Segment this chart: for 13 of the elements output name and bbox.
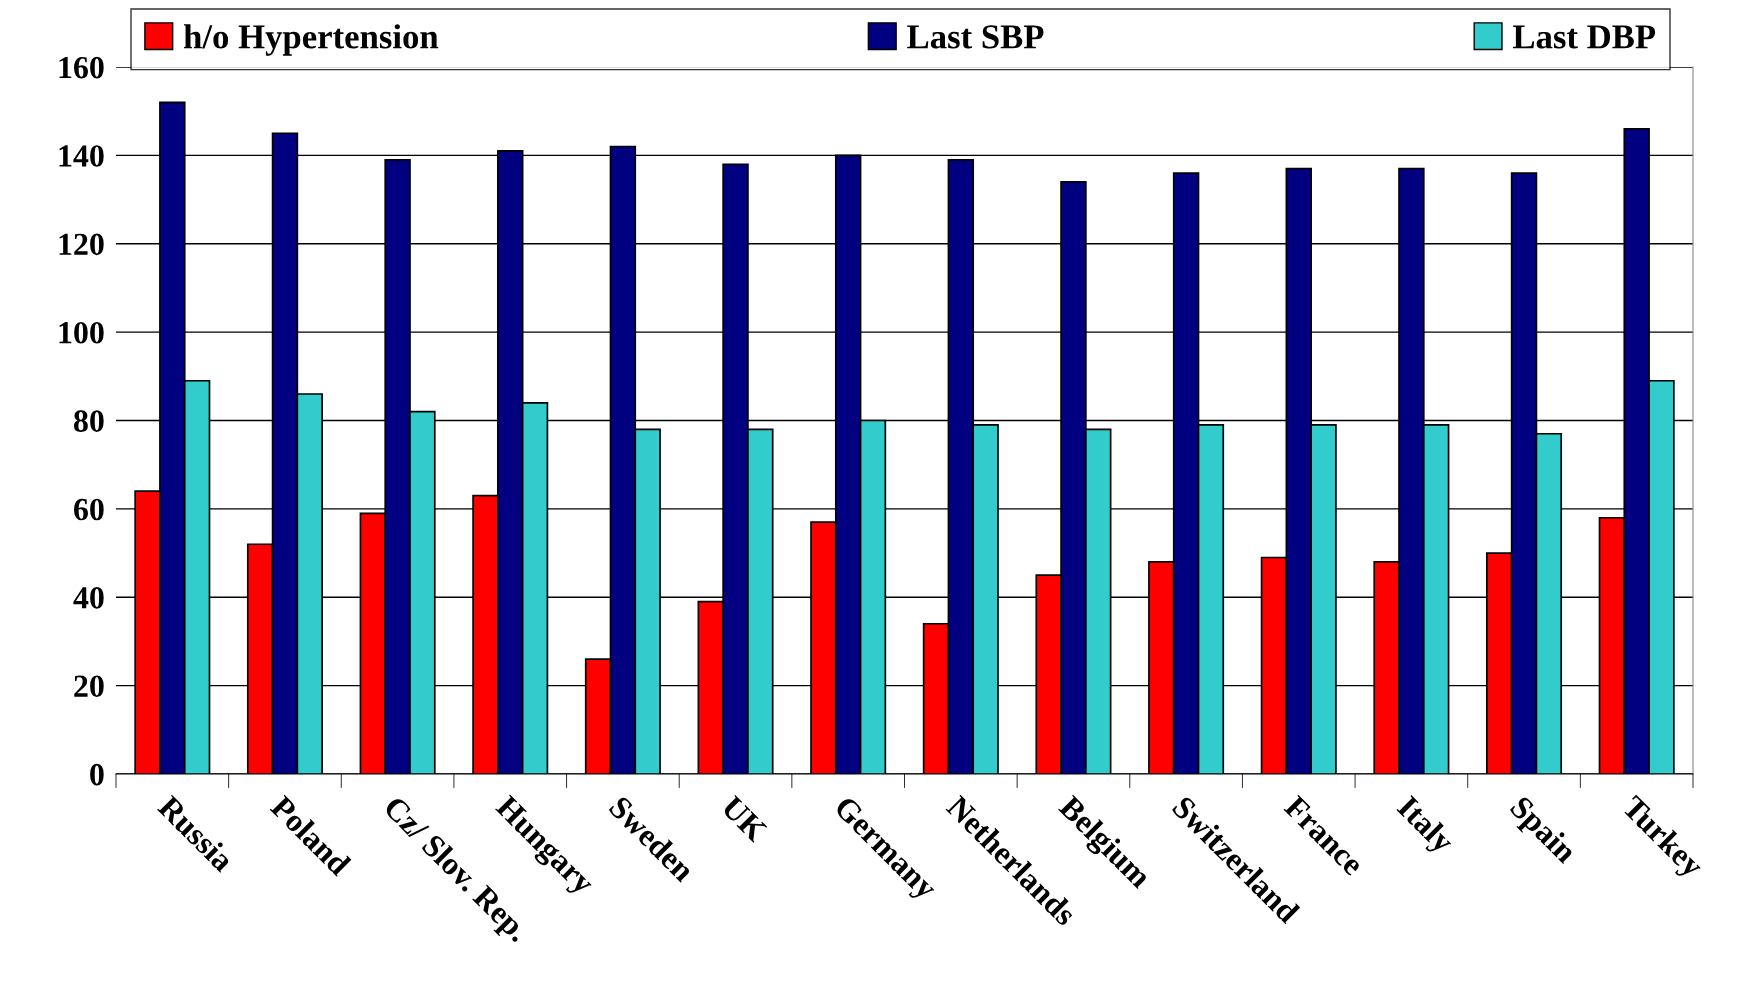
y-tick-label: 20	[74, 675, 104, 698]
x-tick-label: UK	[720, 794, 769, 844]
y-tick-label: 80	[74, 410, 104, 432]
legend-label: Last SBP	[907, 25, 1044, 49]
y-tick-label: 60	[74, 498, 104, 521]
legend-label: Last DBP	[1512, 25, 1656, 49]
y-tick-label: 100	[59, 321, 104, 344]
y-tick-label: 160	[59, 56, 104, 79]
y-tick-label: 0	[90, 763, 104, 786]
y-tick-label: 140	[59, 145, 104, 167]
y-tick-label: 120	[59, 233, 104, 256]
legend-label: h/o Hypertension	[183, 24, 439, 56]
y-tick-label: 40	[73, 587, 104, 609]
